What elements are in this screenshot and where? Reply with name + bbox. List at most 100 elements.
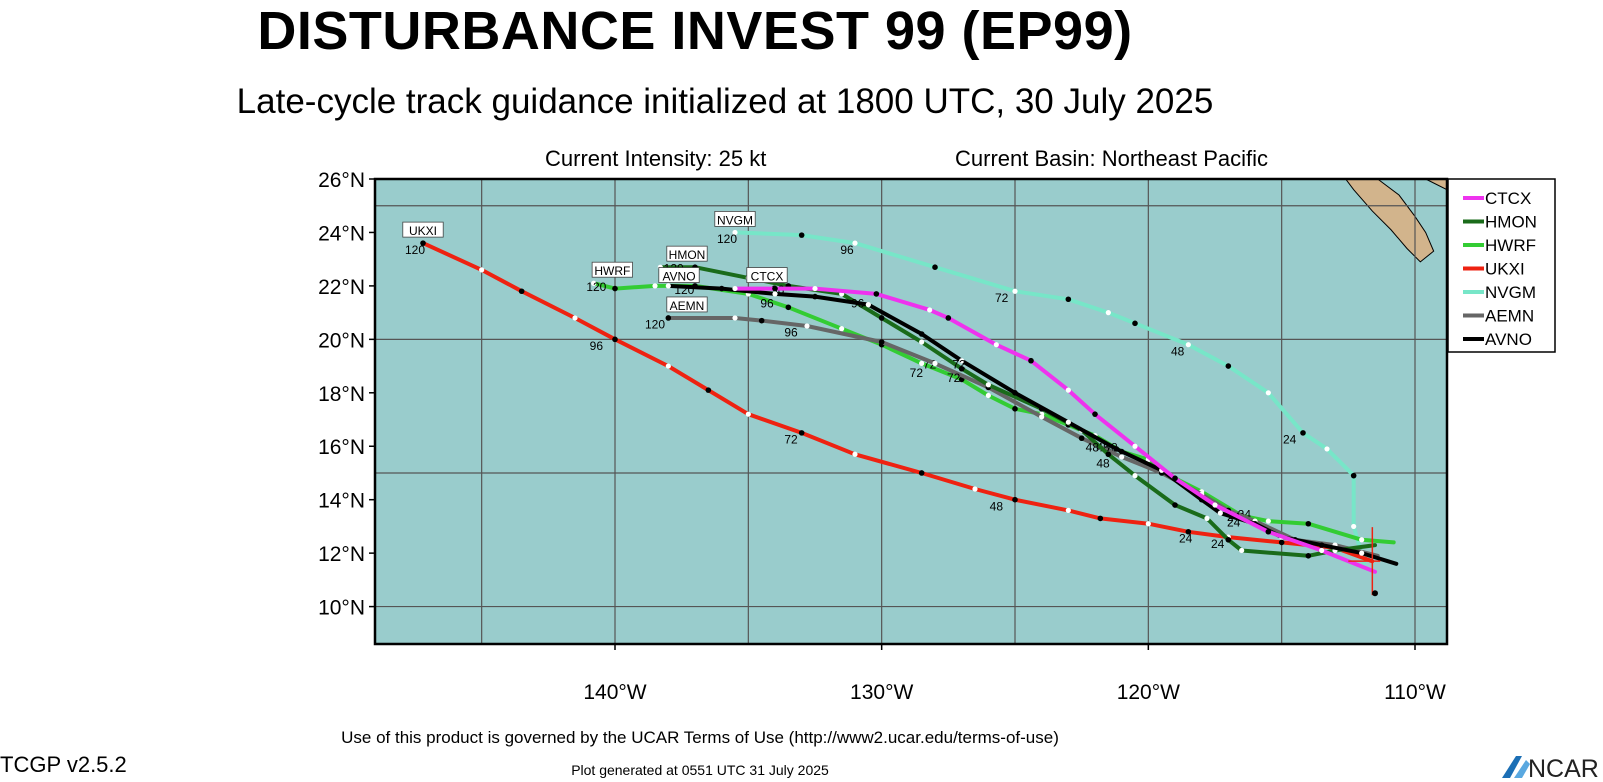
track-point-12h (1132, 443, 1138, 449)
track-point-12h (1145, 521, 1151, 527)
model-label-box (658, 267, 700, 283)
track-point-12h (852, 240, 858, 246)
track-point-12h (839, 326, 845, 332)
lat-tick-label: 10°N (318, 597, 365, 620)
track-point-12h (652, 283, 658, 289)
ocean-background (375, 179, 1447, 644)
model-label-box (746, 267, 788, 283)
track-point-24h (612, 336, 618, 343)
track-point-24h (878, 315, 885, 321)
legend-label-nvgm: NVGM (1485, 283, 1536, 302)
track-point-24h (1028, 357, 1034, 364)
legend-label-ukxi: UKXI (1485, 260, 1525, 279)
track-point-24h (1305, 520, 1312, 527)
track-point-24h (1350, 472, 1357, 479)
ncar-logo: NCAR (1502, 755, 1599, 782)
legend-label-hmon: HMON (1485, 213, 1537, 232)
forecast-hour-label: 96 (590, 339, 604, 353)
lon-tick-label: 120°W (1117, 681, 1180, 704)
legend-label-ctcx: CTCX (1485, 189, 1531, 208)
forecast-hour-label: 24 (1283, 433, 1297, 447)
track-point-24h (958, 365, 965, 372)
lat-tick-label: 24°N (318, 222, 365, 245)
lat-tick-label: 18°N (318, 383, 365, 406)
lat-tick-label: 20°N (318, 329, 365, 352)
track-point-24h (918, 470, 925, 476)
track-ctcx (733, 286, 1377, 574)
track-point-24h (718, 285, 725, 292)
track-point-12h (1265, 390, 1271, 396)
forecast-hour-label: 48 (990, 499, 1004, 513)
track-point-12h (865, 302, 871, 308)
current-basin: Current Basin: Northeast Pacific (955, 146, 1269, 171)
track-point-12h (665, 283, 671, 289)
track-point-24h (612, 285, 618, 292)
track-point-12h (1105, 310, 1111, 316)
track-point-24h (758, 317, 765, 324)
map-frame (373, 177, 1449, 646)
forecast-hour-label: 120 (674, 283, 694, 297)
chart-subtitle: Late-cycle track guidance initialized at… (236, 82, 1214, 121)
track-point-24h (1092, 411, 1098, 417)
forecast-hour-label: 96 (760, 296, 774, 310)
track-point-24h (1097, 515, 1104, 522)
chart-title: DISTURBANCE INVEST 99 (EP99) (257, 1, 1133, 61)
track-point-24h (918, 331, 925, 337)
track-point-12h (985, 382, 991, 388)
model-label: AEMN (670, 299, 705, 313)
track-point-12h (1319, 547, 1325, 554)
forecast-hour-label: 96 (784, 326, 798, 340)
track-point-24h (665, 315, 672, 321)
track-point-24h (945, 315, 952, 321)
baja-california-land (1344, 178, 1435, 263)
lat-tick-label: 14°N (318, 490, 365, 513)
track-point-12h (479, 267, 485, 273)
track-point-12h (919, 360, 925, 366)
track-point-12h (1204, 515, 1210, 521)
track-point-24h (1065, 296, 1072, 303)
track-point-12h (919, 339, 925, 345)
lat-tick-label: 22°N (318, 276, 365, 299)
track-point-12h (1132, 473, 1138, 479)
track-point-24h (798, 232, 805, 238)
initial-point (1372, 590, 1378, 597)
current-intensity: Current Intensity: 25 kt (545, 146, 767, 171)
track-point-12h (1039, 414, 1045, 420)
track-point-12h (852, 451, 858, 457)
track-point-12h (1359, 550, 1365, 556)
track-point-12h (927, 307, 933, 313)
forecast-hour-label: 72 (995, 291, 1009, 305)
model-label-box (402, 221, 444, 238)
ncar-logo-text: NCAR (1528, 755, 1599, 782)
forecast-hour-label: 72 (947, 371, 961, 385)
track-point-12h (745, 411, 751, 417)
track-point-24h (1278, 539, 1285, 546)
model-label-box (591, 261, 633, 278)
forecast-hour-label: 24 (1227, 515, 1241, 529)
track-point-12h (932, 360, 938, 366)
track-point-24h (1132, 320, 1138, 327)
forecast-hour-label: 120 (405, 243, 425, 257)
track-point-12h (1239, 547, 1245, 554)
lat-tick-label: 26°N (318, 169, 365, 192)
track-point-12h (1217, 510, 1223, 516)
track-point-12h (1185, 342, 1191, 348)
track-point-12h (1359, 537, 1365, 543)
track-point-24h (1318, 542, 1325, 548)
generated-timestamp: Plot generated at 0551 UTC 31 July 2025 (571, 762, 829, 778)
track-point-24h (1305, 553, 1312, 559)
track-point-24h (705, 387, 712, 393)
lon-tick-label: 110°W (1384, 681, 1446, 704)
track-point-24h (878, 339, 885, 345)
track-point-12h (1065, 387, 1071, 393)
forecast-hour-label: 48 (1086, 441, 1100, 455)
track-point-24h (812, 293, 818, 300)
track-point-12h (665, 363, 671, 369)
track-point-12h (1065, 507, 1071, 513)
track-point-12h (959, 358, 965, 364)
model-label: UKXI (409, 224, 437, 238)
model-label: NVGM (717, 213, 753, 227)
track-point-24h (1300, 430, 1306, 436)
track-point-24h (1172, 502, 1178, 508)
